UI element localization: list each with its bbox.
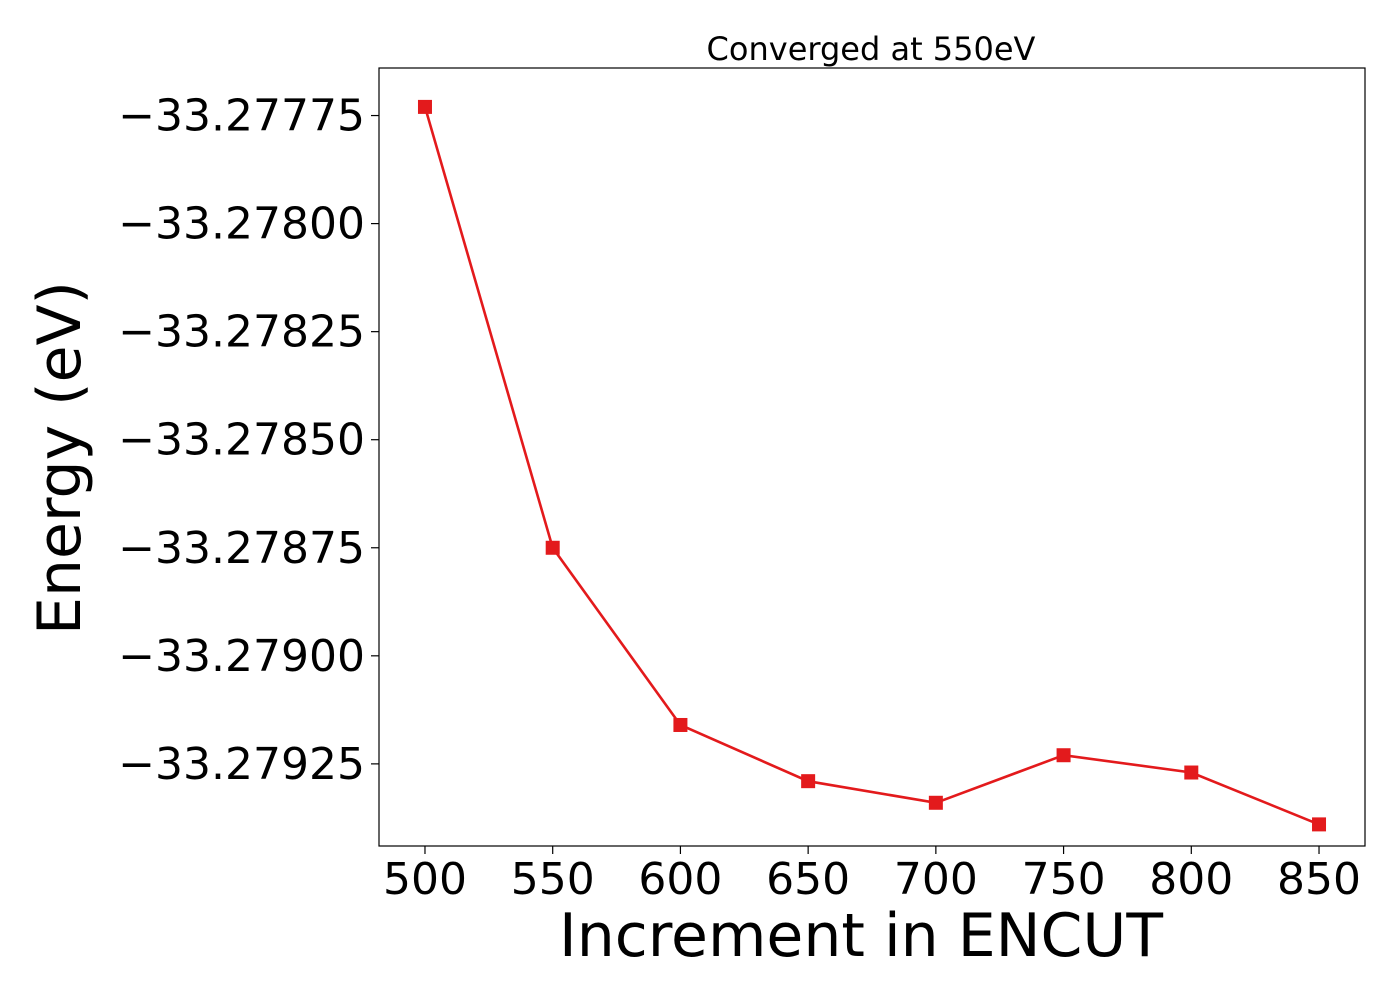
x-axis-label: Increment in ENCUT xyxy=(559,901,1163,971)
data-point xyxy=(417,99,432,114)
data-point xyxy=(545,540,560,555)
x-tick-label: 550 xyxy=(511,854,595,905)
data-point xyxy=(801,774,816,789)
plot-area xyxy=(378,67,1366,847)
x-tick-label: 700 xyxy=(894,854,978,905)
chart-title: Converged at 550eV xyxy=(707,30,1036,68)
y-tick-label: −33.27850 xyxy=(118,415,365,466)
data-point xyxy=(928,795,943,810)
data-point xyxy=(1184,765,1199,780)
x-axis: 500 550 600 650 700 750 800 850 xyxy=(383,846,1361,905)
y-tick-label: −33.27875 xyxy=(118,523,365,574)
y-tick-label: −33.27925 xyxy=(118,739,365,790)
x-tick-label: 750 xyxy=(1022,854,1106,905)
x-tick-label: 500 xyxy=(383,854,467,905)
series-line xyxy=(423,106,1320,826)
data-point xyxy=(673,717,688,732)
y-tick-label: −33.27825 xyxy=(118,307,365,358)
data-point xyxy=(1312,817,1327,832)
x-tick-label: 850 xyxy=(1277,854,1361,905)
y-axis-label: Energy (eV) xyxy=(25,281,95,635)
y-tick-label: −33.27900 xyxy=(118,631,365,682)
data-point xyxy=(1056,748,1071,763)
y-tick-label: −33.27775 xyxy=(118,91,365,142)
y-tick-label: −33.27800 xyxy=(118,199,365,250)
x-tick-label: 600 xyxy=(638,854,722,905)
series-markers xyxy=(417,99,1327,832)
x-tick-label: 650 xyxy=(766,854,850,905)
x-tick-label: 800 xyxy=(1149,854,1233,905)
y-axis: −33.27775 −33.27800 −33.27825 −33.27850 −33.… xyxy=(118,91,379,790)
